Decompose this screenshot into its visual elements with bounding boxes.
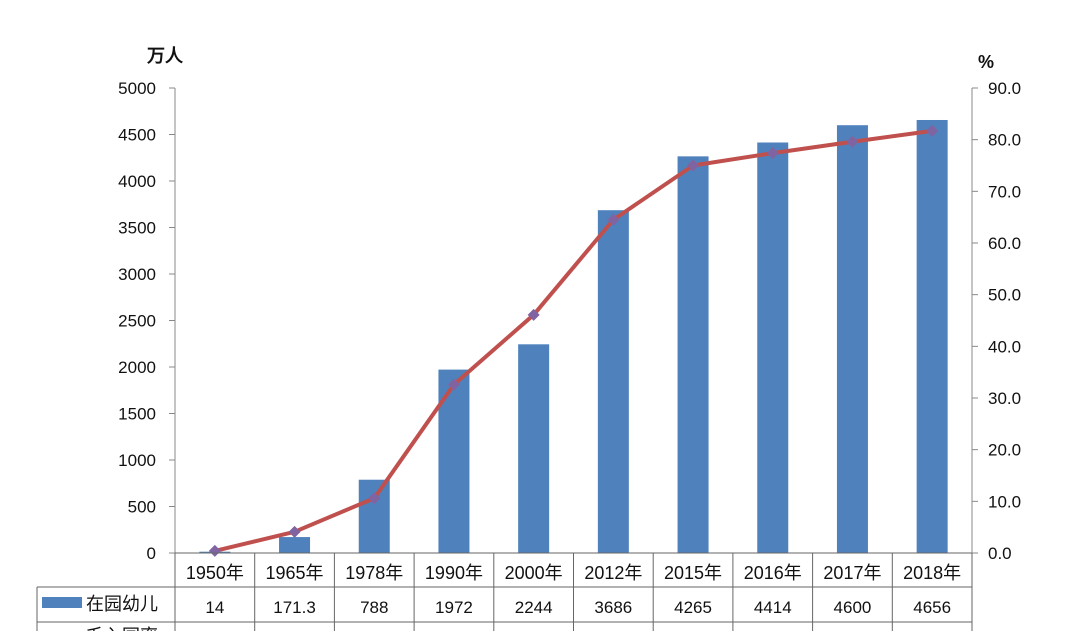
left-axis-tick-label: 1500 <box>118 405 156 424</box>
rate-line <box>212 128 935 553</box>
rate-marker <box>208 544 221 557</box>
left-axis-tick-label: 0 <box>147 544 156 563</box>
left-axis-tick-label: 4000 <box>118 172 156 191</box>
left-axis-tick-label: 3500 <box>118 219 156 238</box>
rate-marker <box>607 213 620 226</box>
table-cell: 14 <box>205 598 224 617</box>
bar <box>279 537 311 553</box>
rate-marker <box>766 147 779 160</box>
left-axis-tick-label: 4500 <box>118 126 156 145</box>
right-axis-unit: % <box>978 52 994 72</box>
bar <box>597 210 629 553</box>
rate-marker <box>447 378 460 391</box>
rate-marker <box>926 124 939 137</box>
right-axis-tick-label: 80.0 <box>988 131 1021 150</box>
category-label: 1965年 <box>266 563 324 583</box>
table-cell: 2244 <box>515 598 553 617</box>
rate-marker <box>527 308 540 321</box>
category-label: 2017年 <box>823 563 881 583</box>
left-axis-tick-label: 2000 <box>118 358 156 377</box>
bar <box>916 119 948 553</box>
left-axis-unit: 万人 <box>146 46 184 66</box>
category-label: 1950年 <box>186 563 244 583</box>
rate-marker <box>846 135 859 148</box>
table-cell: 3686 <box>594 598 632 617</box>
table-cell: 4265 <box>674 598 712 617</box>
left-axis-tick-label: 3000 <box>118 265 156 284</box>
bar <box>836 125 868 553</box>
left-axis-tick-label: 1000 <box>118 451 156 470</box>
right-axis-tick-label: 50.0 <box>988 286 1021 305</box>
left-axis-tick-label: 5000 <box>118 79 156 98</box>
category-label: 2015年 <box>664 563 722 583</box>
bar <box>518 344 550 553</box>
left-axis-tick-label: 2500 <box>118 312 156 331</box>
rate-marker <box>368 492 381 505</box>
left-axis-tick-label: 500 <box>128 498 156 517</box>
rate-marker <box>687 159 700 172</box>
table-cell: 171.3 <box>273 598 316 617</box>
right-axis-tick-label: 90.0 <box>988 79 1021 98</box>
right-axis-tick-label: 30.0 <box>988 389 1021 408</box>
legend-bar-label: 在园幼儿 <box>86 594 158 614</box>
category-label: 1990年 <box>425 563 483 583</box>
right-axis-tick-label: 20.0 <box>988 441 1021 460</box>
category-label: 2012年 <box>584 563 642 583</box>
bar <box>677 156 709 554</box>
table-cell: 4656 <box>913 598 951 617</box>
bar <box>358 479 390 553</box>
rate-marker <box>288 525 301 538</box>
category-label: 2000年 <box>505 563 563 583</box>
table-cell: 1972 <box>435 598 473 617</box>
category-label: 1978年 <box>345 563 403 583</box>
right-axis-tick-label: 40.0 <box>988 337 1021 356</box>
right-axis-tick-label: 10.0 <box>988 492 1021 511</box>
legend-line-label: 毛入园率 <box>86 626 158 631</box>
right-axis-tick-label: 0.0 <box>988 544 1012 563</box>
right-axis-tick-label: 60.0 <box>988 234 1021 253</box>
bar <box>757 142 789 554</box>
table-cell: 788 <box>360 598 388 617</box>
legend-bar-swatch <box>42 597 82 608</box>
category-label: 2016年 <box>744 563 802 583</box>
right-axis-tick-label: 70.0 <box>988 182 1021 201</box>
table-cell: 4414 <box>754 598 792 617</box>
table-cell: 4600 <box>834 598 872 617</box>
category-label: 2018年 <box>903 563 961 583</box>
